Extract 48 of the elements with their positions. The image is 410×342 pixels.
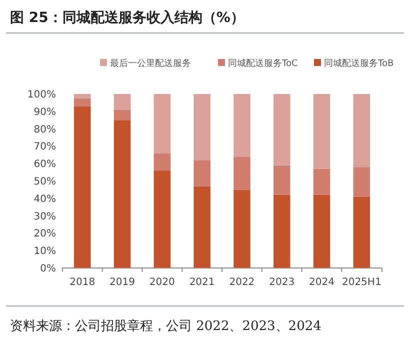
x-tick-label: 2023 <box>269 277 295 288</box>
text: 资料来源：公司招股章程，公司 2022、2023、2024 <box>10 319 322 334</box>
bar <box>114 120 131 268</box>
y-tick-label: 80% <box>34 124 56 136</box>
bar <box>114 110 131 120</box>
bar <box>74 94 91 98</box>
bar <box>194 94 210 160</box>
x-tick-label: 2024 <box>309 277 334 288</box>
x-tick-label: 2020 <box>149 277 175 288</box>
x-tick-label: 2021 <box>189 277 215 288</box>
y-tick-label: 40% <box>34 194 56 205</box>
bar <box>234 190 250 268</box>
y-tick-label: 20% <box>34 228 56 240</box>
y-tick-label: 90% <box>34 106 56 118</box>
bar <box>74 98 91 106</box>
x-tick-label: 2019 <box>110 277 135 288</box>
bar <box>154 170 171 268</box>
bar <box>154 153 171 171</box>
bar <box>194 186 210 268</box>
bar <box>353 167 370 197</box>
bar <box>353 196 370 268</box>
y-tick-label: 70% <box>34 142 56 153</box>
y-tick-label: 60% <box>34 159 56 170</box>
legend-label: 最后一公里配送服务 <box>110 58 191 69</box>
bar <box>273 94 290 166</box>
bar <box>234 156 250 190</box>
bar <box>114 94 131 110</box>
bar <box>313 194 330 268</box>
y-tick-label: 0% <box>40 264 56 274</box>
x-tick-label: 2025H1 <box>342 277 382 288</box>
x-tick-label: 2018 <box>70 277 96 288</box>
y-tick-label: 30% <box>34 211 56 222</box>
y-tick-label: 100% <box>27 90 56 100</box>
y-tick-label: 50% <box>34 176 56 188</box>
x-tick-label: 2022 <box>229 277 255 288</box>
y-tick-label: 10% <box>34 246 56 258</box>
bar <box>353 94 370 168</box>
legend-label: 同城配送服务ToB <box>324 58 394 69</box>
bar <box>194 160 210 186</box>
bar <box>313 168 330 195</box>
bar <box>74 106 91 268</box>
bar <box>313 94 330 169</box>
chart-title: 图 25：同城配送服务收入结构（%） <box>10 10 244 26</box>
legend-label: 同城配送服务ToC <box>228 58 298 69</box>
bar <box>273 165 290 195</box>
bar <box>154 94 171 154</box>
bar <box>234 94 250 157</box>
bar <box>273 194 290 268</box>
